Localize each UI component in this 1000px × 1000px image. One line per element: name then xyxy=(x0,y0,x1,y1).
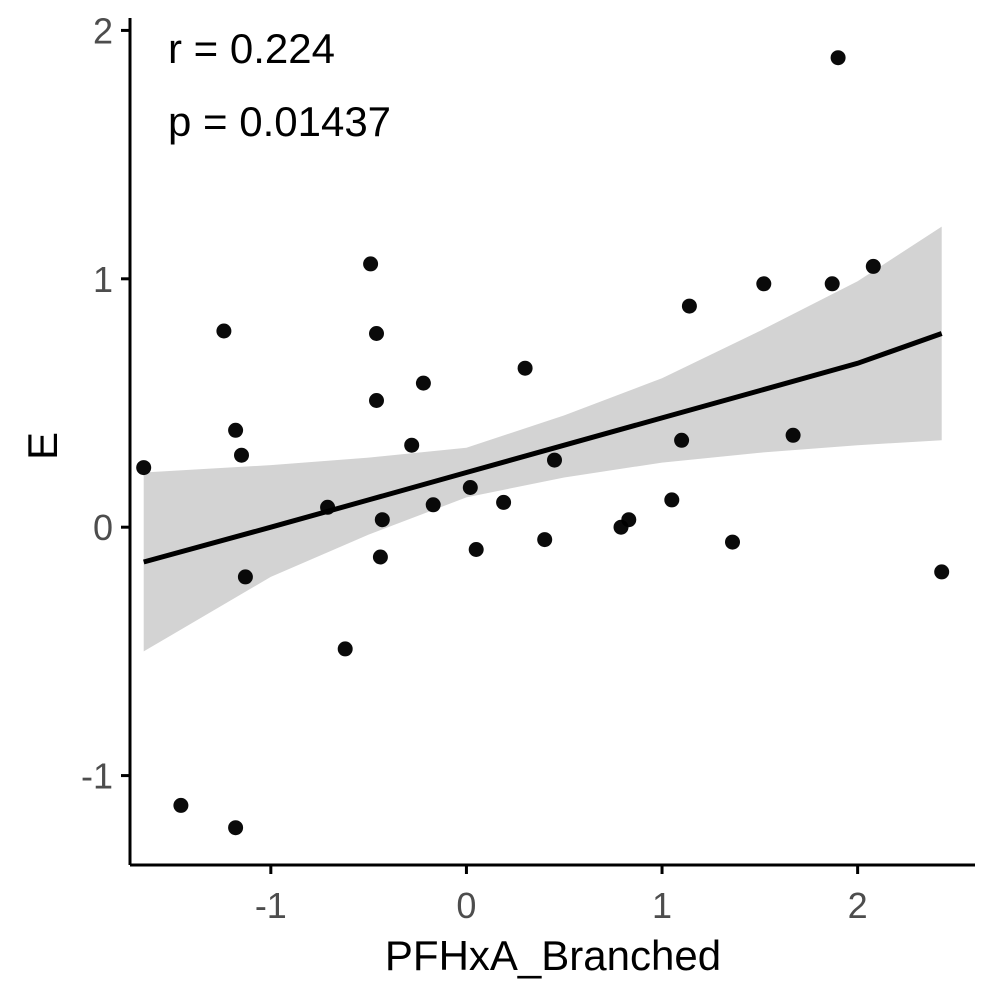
y-tick-label: 2 xyxy=(93,10,113,51)
data-point-24 xyxy=(621,512,637,528)
data-point-14 xyxy=(404,437,420,453)
y-tick-label: -1 xyxy=(81,756,113,797)
data-point-15 xyxy=(415,375,431,391)
data-point-17 xyxy=(462,480,478,495)
data-point-33 xyxy=(865,258,881,274)
data-point-26 xyxy=(674,432,690,448)
data-point-7 xyxy=(320,499,336,515)
annotation-p: p = 0.01437 xyxy=(168,98,391,145)
data-point-27 xyxy=(681,298,697,314)
data-point-18 xyxy=(468,542,484,557)
y-axis-title: E xyxy=(19,432,66,460)
data-points-layer xyxy=(136,50,950,836)
data-point-13 xyxy=(374,512,390,528)
data-point-16 xyxy=(425,497,441,513)
data-point-29 xyxy=(756,276,772,292)
data-point-5 xyxy=(234,447,249,463)
data-point-31 xyxy=(824,276,840,292)
data-point-22 xyxy=(547,452,562,468)
data-point-28 xyxy=(725,534,740,550)
data-point-11 xyxy=(369,393,384,408)
data-point-12 xyxy=(372,549,388,565)
data-point-3 xyxy=(228,422,244,438)
x-axis-title: PFHxA_Branched xyxy=(385,932,721,979)
data-point-0 xyxy=(136,460,152,476)
data-point-30 xyxy=(785,427,801,443)
y-tick-label: 1 xyxy=(93,259,113,300)
regression-line-layer xyxy=(143,331,943,565)
x-tick-label: 1 xyxy=(652,885,672,926)
confidence-band xyxy=(143,226,942,652)
data-point-21 xyxy=(537,532,553,548)
data-point-9 xyxy=(363,256,379,272)
data-point-34 xyxy=(934,564,950,580)
annotation-r: r = 0.224 xyxy=(168,25,335,72)
y-tick-label: 0 xyxy=(93,507,113,548)
data-point-6 xyxy=(237,569,253,585)
data-point-10 xyxy=(369,326,384,341)
confidence-band-layer xyxy=(143,226,942,652)
data-point-20 xyxy=(517,360,533,376)
x-tick-label: -1 xyxy=(255,885,287,926)
data-point-2 xyxy=(216,323,232,339)
regression-line xyxy=(143,331,943,565)
data-point-25 xyxy=(664,492,680,508)
data-point-8 xyxy=(337,641,353,657)
x-tick-label: 0 xyxy=(456,885,476,926)
data-point-1 xyxy=(173,797,189,813)
data-point-4 xyxy=(228,820,244,836)
x-tick-label: 2 xyxy=(848,885,868,926)
data-point-19 xyxy=(496,494,512,510)
data-point-32 xyxy=(830,50,846,66)
axes-layer: -1 0 1 2 -1 0 1 2 xyxy=(81,10,975,926)
